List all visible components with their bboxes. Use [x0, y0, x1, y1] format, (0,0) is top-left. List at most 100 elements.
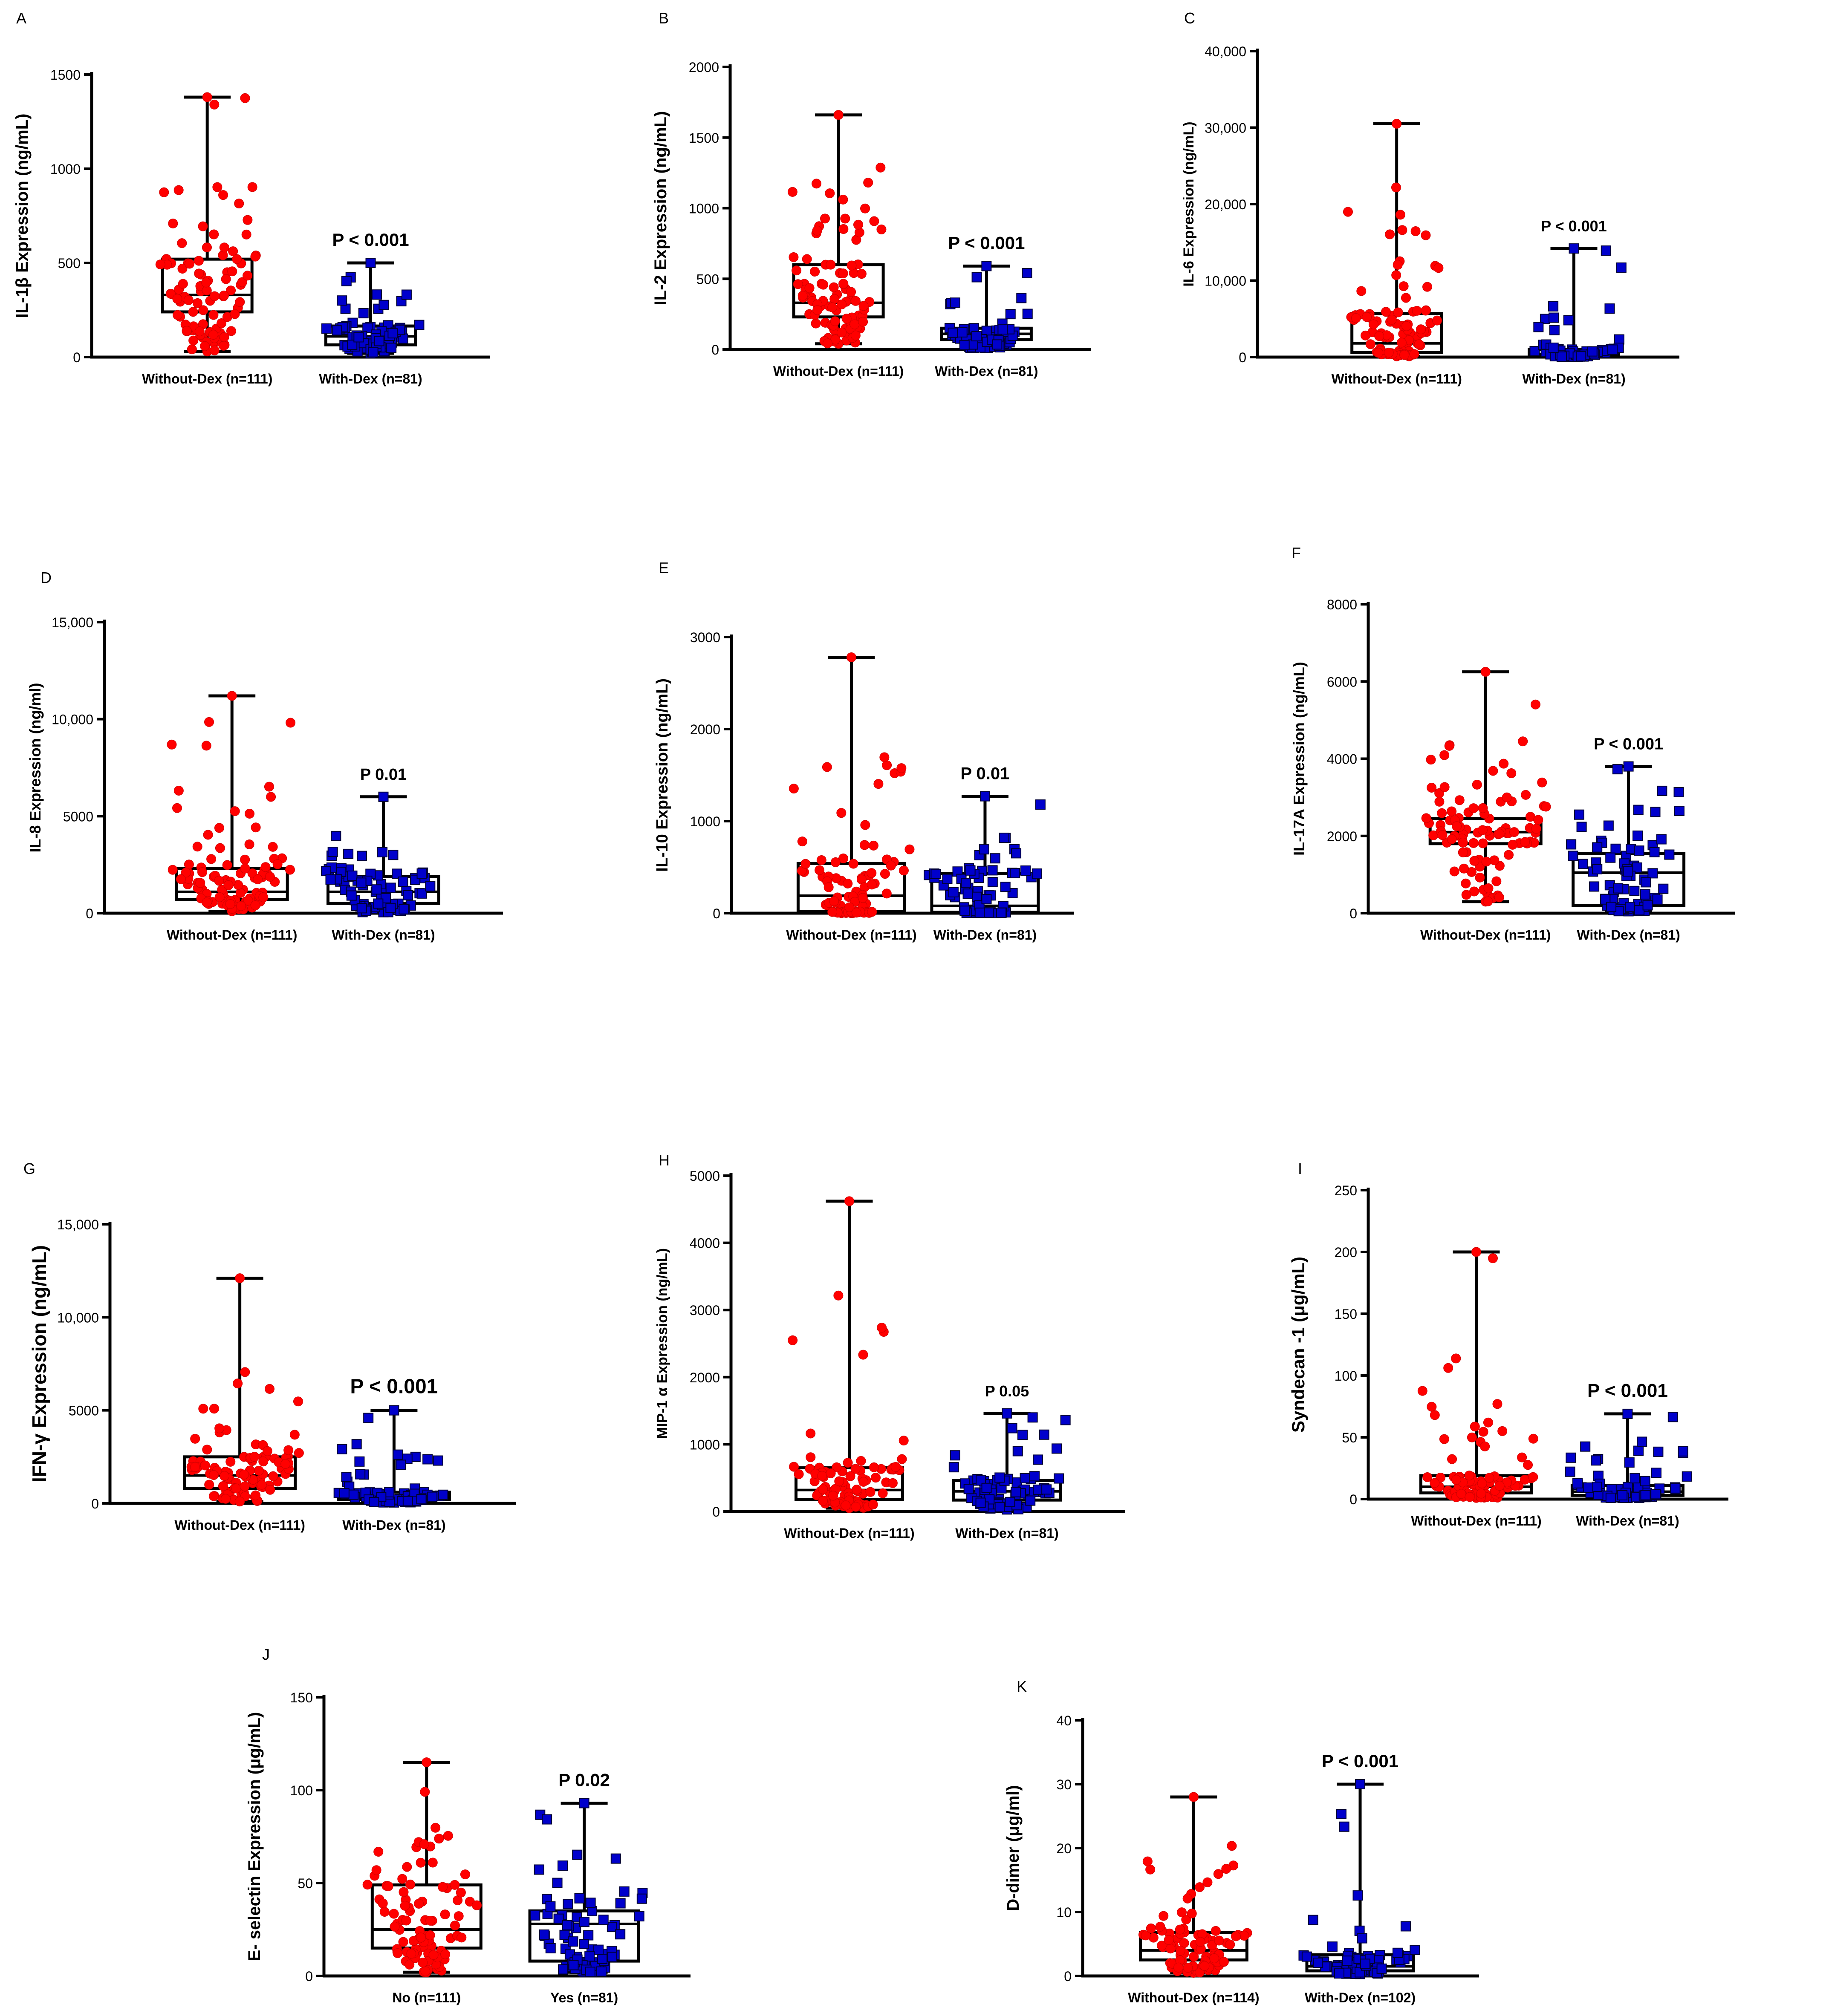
- data-point-group1: [373, 1847, 384, 1857]
- data-point-group1: [1427, 1402, 1437, 1412]
- y-tick-label: 8000: [1327, 597, 1357, 612]
- data-point-group2: [552, 1878, 563, 1888]
- data-point-group2: [1400, 1921, 1411, 1932]
- y-axis-title: IL-2 Expression (ng/mL): [651, 111, 670, 306]
- y-axis-title: IL-1β Expression (ng/mL): [13, 113, 32, 318]
- data-point-group1: [181, 868, 191, 878]
- data-point-group1: [1494, 828, 1505, 839]
- data-point-group2: [558, 1964, 568, 1975]
- panel-d: D 0 5000 10,000 15,000 IL-8 Expression (ng/ml…: [26, 569, 503, 943]
- data-point-group1: [1164, 1935, 1174, 1945]
- data-point-group1: [258, 1456, 269, 1467]
- y-axis-title: Syndecan -1 (μg/mL): [1288, 1257, 1308, 1433]
- data-point-group2: [387, 328, 398, 339]
- data-point-group2: [347, 340, 358, 350]
- data-point-group2: [1033, 1484, 1043, 1495]
- data-point-group1: [219, 290, 229, 300]
- y-tick-label: 50: [1342, 1430, 1357, 1445]
- data-point-group1: [220, 1494, 231, 1504]
- data-point-group1: [165, 288, 176, 299]
- data-point-group1: [208, 1491, 219, 1501]
- data-point-group1: [1477, 1478, 1487, 1488]
- data-point-group2: [1000, 882, 1011, 892]
- data-point-group2: [371, 884, 382, 895]
- data-point-group2: [356, 877, 367, 888]
- y-tick-label: 0: [1064, 1969, 1072, 1984]
- data-point-group1: [848, 859, 858, 869]
- data-point-group1: [202, 897, 212, 908]
- data-point-group1: [904, 844, 915, 854]
- data-point-group1: [443, 1831, 453, 1841]
- data-point-group1: [1492, 1399, 1502, 1409]
- data-point-group1: [194, 268, 204, 279]
- data-point-group1: [815, 865, 825, 875]
- y-tick-label: 30,000: [1205, 121, 1246, 136]
- data-point-group2: [545, 1943, 556, 1954]
- data-point-group2: [1578, 859, 1589, 869]
- data-point-group2: [1027, 1412, 1038, 1423]
- data-point-group1: [876, 224, 887, 234]
- data-point-group2: [1600, 894, 1611, 905]
- data-point-group2: [579, 1939, 589, 1950]
- data-point-group1: [788, 1335, 798, 1345]
- data-point-group2: [355, 1469, 366, 1480]
- data-point-group1: [219, 340, 229, 351]
- data-point-group1: [817, 1471, 827, 1481]
- data-point-group2: [1301, 1951, 1312, 1962]
- data-point-group1: [1416, 324, 1426, 335]
- data-point-group2: [579, 1917, 589, 1927]
- data-point-group1: [1374, 331, 1384, 341]
- data-point-group1: [829, 282, 839, 292]
- data-point-group1: [826, 260, 836, 270]
- data-point-group1: [810, 266, 820, 277]
- p-value-annotation: P 0.01: [960, 764, 1009, 783]
- data-point-group1: [899, 1436, 909, 1446]
- data-point-group1: [830, 335, 841, 345]
- data-point-group1: [850, 330, 861, 340]
- y-axis-title: IL-8 Expression (ng/ml): [26, 683, 44, 852]
- data-point-group1: [1464, 1471, 1474, 1481]
- x-category-label: With-Dex (n=81): [1576, 1513, 1679, 1529]
- data-point-group1: [867, 907, 877, 917]
- data-point-group2: [1580, 1441, 1591, 1452]
- x-category-label: Without-Dex (n=114): [1128, 1990, 1259, 2005]
- data-point-group2: [365, 258, 376, 268]
- x-category-label: Without-Dex (n=111): [1331, 371, 1462, 386]
- data-point-group2: [1327, 1941, 1338, 1952]
- y-tick-label: 2000: [1327, 829, 1357, 844]
- data-point-group1: [826, 1468, 836, 1478]
- data-point-group1: [440, 1909, 450, 1920]
- y-tick-label: 1000: [690, 814, 720, 829]
- data-point-group2: [337, 295, 347, 306]
- y-tick-label: 2000: [690, 1370, 720, 1385]
- data-point-group2: [1605, 1492, 1616, 1503]
- data-point-group1: [850, 296, 861, 306]
- data-point-group1: [1451, 1475, 1461, 1485]
- data-point-group2: [1005, 309, 1016, 320]
- y-axis-title: IFN-γ Expression (ng/mL): [28, 1245, 50, 1482]
- data-point-group2: [562, 1920, 572, 1930]
- y-tick-label: 1500: [689, 130, 719, 146]
- data-point-group1: [202, 92, 212, 102]
- data-point-group2: [1054, 1473, 1064, 1484]
- data-point-group2: [1360, 1958, 1370, 1969]
- y-tick-label: 500: [58, 256, 81, 271]
- data-point-group1: [1433, 263, 1444, 273]
- data-point-group1: [398, 1937, 408, 1947]
- data-point-group2: [963, 1484, 974, 1494]
- data-point-group1: [1187, 1909, 1197, 1919]
- data-point-group2: [610, 1853, 621, 1864]
- data-point-group1: [834, 1476, 844, 1486]
- x-category-label: With-Dex (n=81): [1577, 927, 1680, 943]
- data-point-group1: [841, 1500, 851, 1511]
- data-point-group1: [1421, 813, 1431, 823]
- data-point-group1: [1393, 307, 1403, 317]
- data-point-group1: [1483, 1417, 1493, 1428]
- data-point-group1: [1430, 1410, 1440, 1420]
- data-point-group2: [1566, 1452, 1576, 1463]
- data-point-group2: [398, 876, 408, 887]
- y-tick-label: 3000: [690, 1303, 720, 1318]
- data-point-group1: [789, 1462, 799, 1472]
- data-point-group2: [416, 888, 427, 899]
- data-point-group2: [1592, 1482, 1602, 1492]
